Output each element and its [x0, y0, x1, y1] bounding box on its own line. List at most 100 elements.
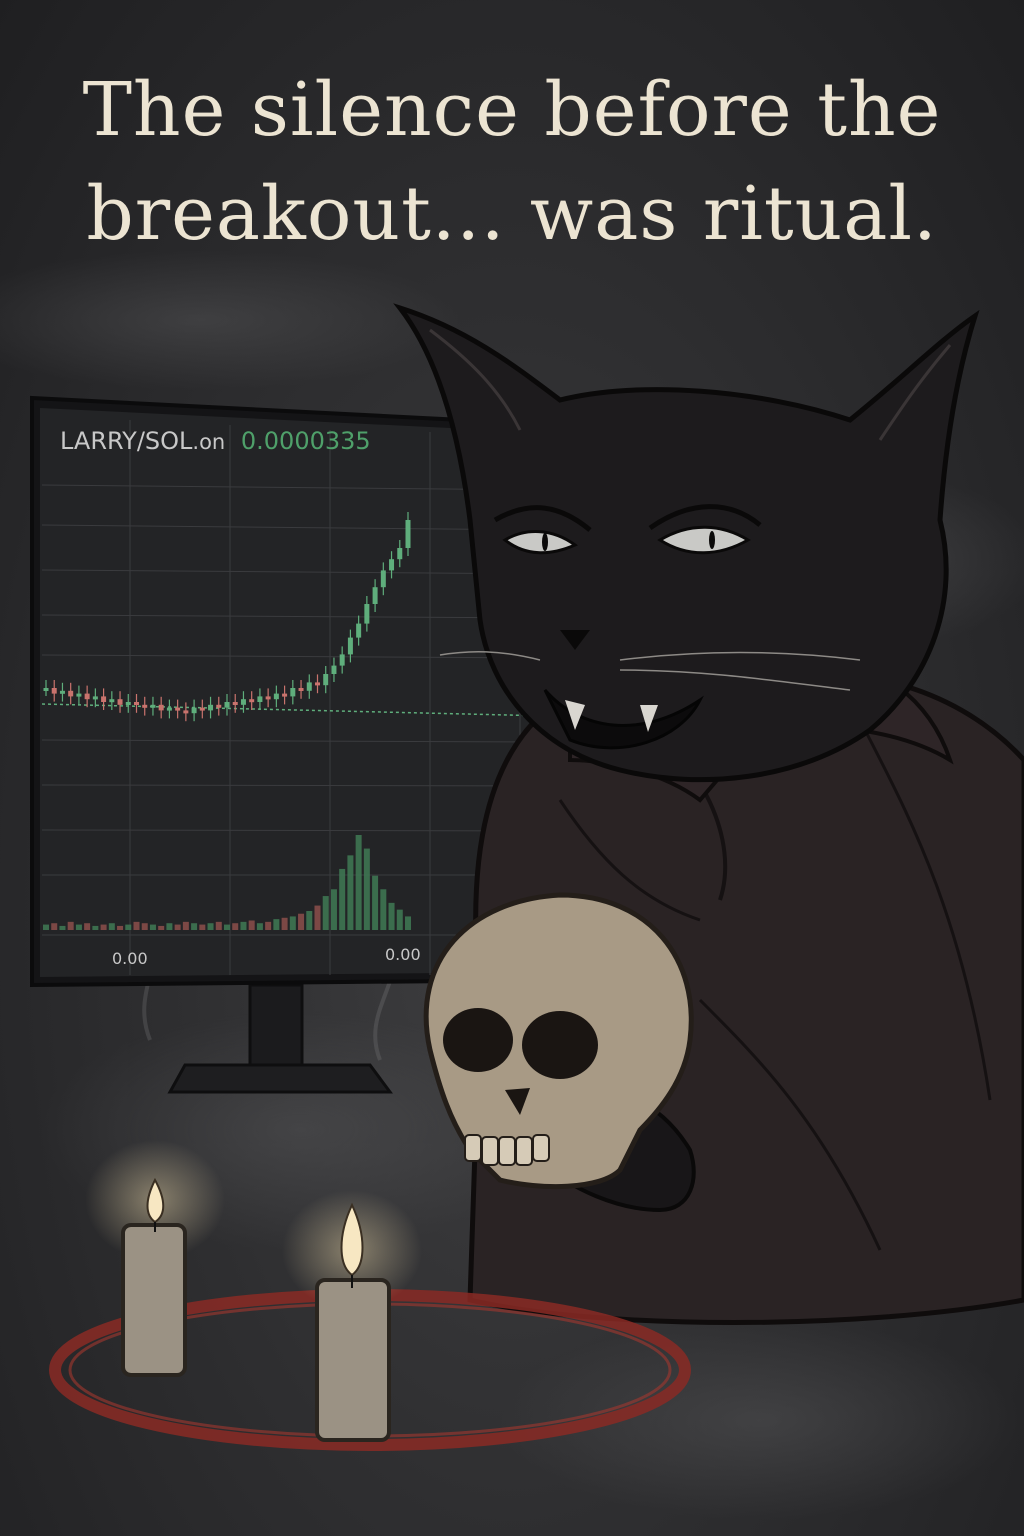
skull-left-eye-socket — [443, 1008, 513, 1072]
volume-bar — [215, 921, 222, 930]
ticker-suffix: .on — [192, 430, 225, 454]
candle-body — [51, 688, 57, 694]
candle-body — [323, 674, 329, 686]
volume-bar — [240, 921, 247, 930]
candle-body — [191, 707, 197, 714]
candle-body — [240, 699, 246, 705]
volume-bar — [125, 924, 132, 930]
ticker-pair: LARRY/SOL — [60, 427, 193, 455]
skull-right-eye-socket — [522, 1011, 598, 1079]
volume-bar — [273, 919, 280, 930]
candle-body — [249, 699, 255, 703]
candlestick-series — [43, 512, 411, 722]
volume-series — [43, 835, 411, 930]
volume-bar — [256, 923, 263, 930]
volume-bar — [100, 924, 107, 930]
volume-bar — [306, 911, 313, 930]
candle-body — [356, 623, 362, 638]
candle-body — [405, 520, 411, 548]
candle-body — [339, 654, 345, 666]
title-line-2: breakout... was ritual. — [86, 171, 938, 257]
candle-body — [290, 688, 296, 697]
volume-bar — [199, 924, 206, 930]
volume-bar — [166, 923, 173, 930]
volume-bar — [75, 924, 82, 930]
right-fang — [640, 705, 658, 732]
candle-body — [59, 690, 65, 694]
candle-body — [397, 548, 403, 560]
candle-body — [224, 702, 230, 708]
volume-bar — [314, 905, 321, 930]
volume-bar — [265, 921, 272, 930]
candle-body — [265, 696, 271, 700]
axis-label-right: 0.00 — [385, 945, 421, 964]
volume-bar — [380, 889, 387, 930]
candle-body — [76, 693, 82, 697]
candle-body — [282, 693, 288, 697]
volume-bar — [248, 920, 255, 930]
volume-bar — [133, 921, 140, 930]
candle-body — [142, 704, 148, 708]
candle-body — [372, 587, 378, 604]
volume-bar — [59, 925, 66, 930]
left-eye — [502, 530, 578, 555]
volume-bar — [322, 896, 329, 930]
candle-body — [232, 702, 238, 705]
price-level-line — [41, 703, 551, 717]
volume-bar — [339, 868, 346, 930]
volume-bar — [281, 917, 288, 930]
volume-bar — [84, 923, 91, 930]
volume-bar — [396, 909, 403, 930]
poster-title: The silence before the breakout... was r… — [0, 58, 1024, 266]
candle-body — [331, 665, 337, 674]
axis-label-left: 0.00 — [112, 949, 148, 968]
right-eye — [657, 525, 751, 555]
skull — [423, 892, 694, 1190]
volume-bar — [405, 916, 411, 930]
candle-body — [380, 570, 386, 588]
volume-bar — [388, 902, 395, 930]
candle-body — [389, 559, 395, 571]
volume-bar — [289, 916, 296, 930]
svg-text:LARRY/SOL.on 0.0000335: LARRY/SOL.on 0.0000335 — [60, 427, 371, 455]
volume-bar — [330, 889, 337, 930]
candle-body — [199, 707, 205, 711]
candle-body — [315, 682, 320, 686]
candle-body — [125, 702, 131, 705]
volume-bar — [182, 921, 189, 930]
volume-bar — [232, 923, 239, 930]
candle-body — [101, 696, 107, 702]
candle-body — [175, 707, 181, 711]
nose — [560, 630, 590, 650]
left-fang — [565, 700, 585, 730]
candle-body — [273, 693, 279, 700]
volume-bar — [158, 925, 165, 930]
candle-body — [183, 710, 189, 714]
candle-body — [109, 699, 115, 703]
candle-body — [150, 704, 156, 708]
volume-bar — [174, 924, 181, 930]
monitor-stand — [167, 983, 393, 1094]
candle-body — [92, 696, 98, 700]
volume-bar — [43, 924, 49, 930]
volume-bar — [372, 875, 379, 930]
candle-body — [298, 688, 304, 691]
volume-bar — [108, 923, 115, 930]
candle-body — [68, 690, 74, 697]
candle-body — [84, 693, 90, 700]
candle-body — [117, 699, 123, 705]
volume-bar — [67, 921, 74, 930]
volume-bar — [117, 925, 124, 930]
volume-bar — [355, 835, 362, 930]
volume-bar — [207, 923, 214, 930]
candle-left — [85, 1140, 225, 1377]
candle-body — [364, 604, 370, 624]
candle-body — [306, 682, 312, 691]
monitor: LARRY/SOL.on 0.0000335 0.00 0.00 — [30, 395, 562, 988]
volume-bar — [298, 913, 305, 930]
candle-body — [347, 637, 353, 655]
candle-body — [43, 688, 49, 691]
ticker-price: 0.0000335 — [241, 427, 371, 455]
volume-bar — [92, 925, 99, 930]
